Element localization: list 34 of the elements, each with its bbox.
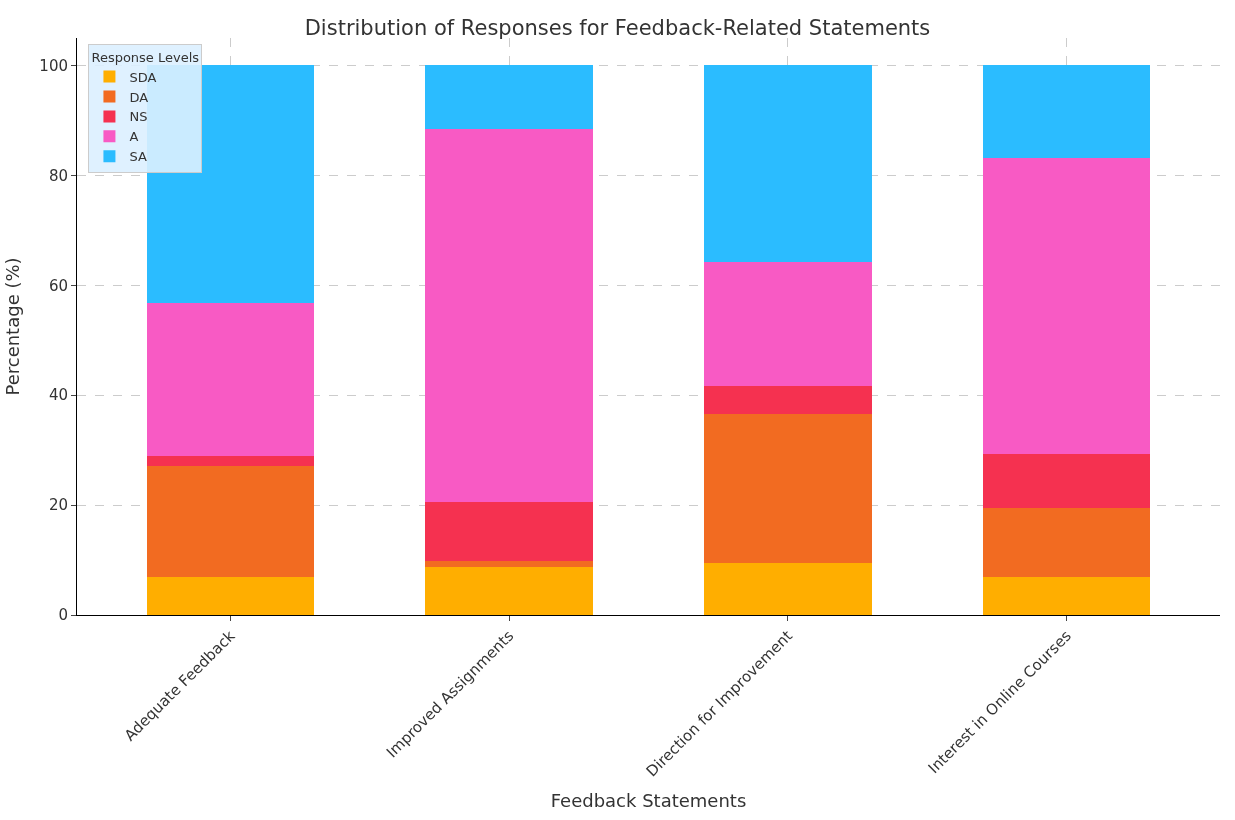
bar <box>704 386 872 415</box>
y-tick-label: 80 <box>48 166 68 185</box>
bar <box>425 65 593 130</box>
bar <box>983 577 1151 615</box>
y-tick-label: 60 <box>48 276 68 295</box>
y-axis-title: Percentage (%) <box>1 257 23 396</box>
bar <box>704 262 872 387</box>
legend-title: Response Levels <box>91 49 200 65</box>
x-axis-title: Feedback Statements <box>550 790 747 812</box>
bar <box>704 562 872 615</box>
bar <box>425 502 593 562</box>
bar <box>146 303 314 457</box>
bar <box>704 65 872 263</box>
bar <box>983 507 1151 578</box>
bar <box>983 65 1151 159</box>
legend-label: SDA <box>129 69 157 85</box>
bar <box>146 576 314 615</box>
bar <box>425 129 593 503</box>
y-tick-label: 0 <box>58 606 68 625</box>
y-tick-label: 100 <box>39 56 68 75</box>
y-tick-label: 40 <box>48 386 68 405</box>
chart-title: Distribution of Responses for Feedback-Related Statements <box>304 16 931 41</box>
legend-label: NS <box>129 109 148 125</box>
legend-label: DA <box>129 89 149 105</box>
bar <box>983 453 1151 508</box>
legend-label: A <box>129 129 139 145</box>
bar <box>146 456 314 467</box>
y-tick-label: 20 <box>48 496 68 515</box>
bar <box>704 414 872 563</box>
bar <box>425 567 593 615</box>
bar <box>425 561 593 568</box>
bar <box>146 466 314 577</box>
legend-label: SA <box>129 149 147 165</box>
bar <box>983 158 1151 454</box>
